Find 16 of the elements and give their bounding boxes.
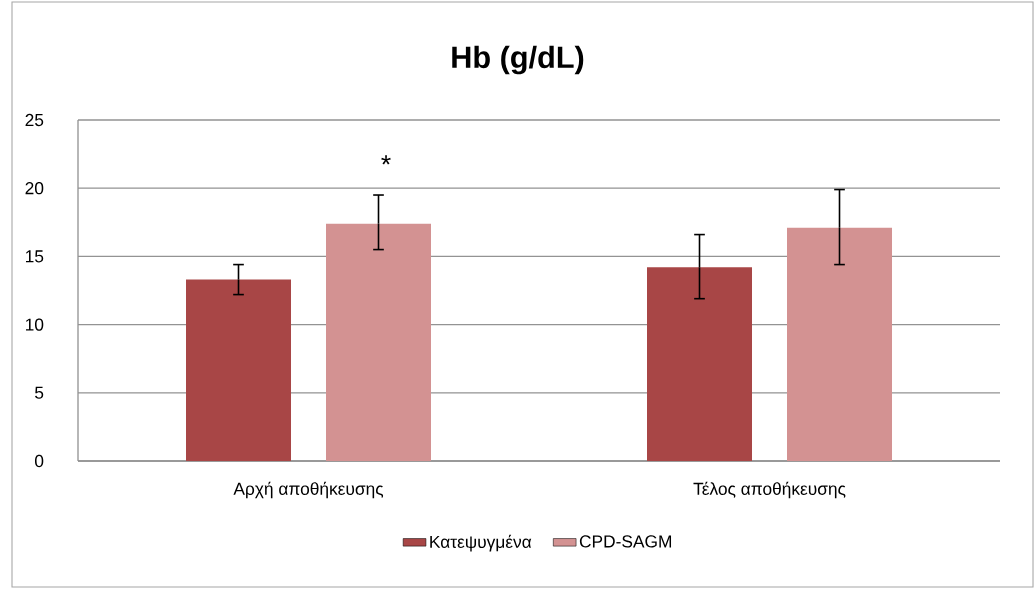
y-tick-label: 15 [25, 250, 44, 263]
y-tick-label: 5 [35, 386, 44, 399]
bar [787, 227, 893, 461]
y-tick-label: 0 [34, 454, 44, 468]
chart-title: Hb (g/dL) [452, 45, 584, 75]
y-tick-label: 25 [25, 113, 44, 127]
legend-label: CPD-SAGM [579, 535, 672, 548]
annotation: * [381, 155, 391, 165]
y-tick-label: 20 [25, 182, 44, 195]
x-tick-label: Τέλος αποθήκευσης [693, 481, 846, 499]
bar [326, 223, 432, 461]
y-tick-label: 10 [25, 318, 44, 331]
x-tick-label: Αρχή αποθήκευσης [233, 481, 384, 499]
legend-label: Κατεψυγμένα [430, 534, 532, 552]
bar [186, 279, 291, 461]
bar [647, 267, 753, 461]
